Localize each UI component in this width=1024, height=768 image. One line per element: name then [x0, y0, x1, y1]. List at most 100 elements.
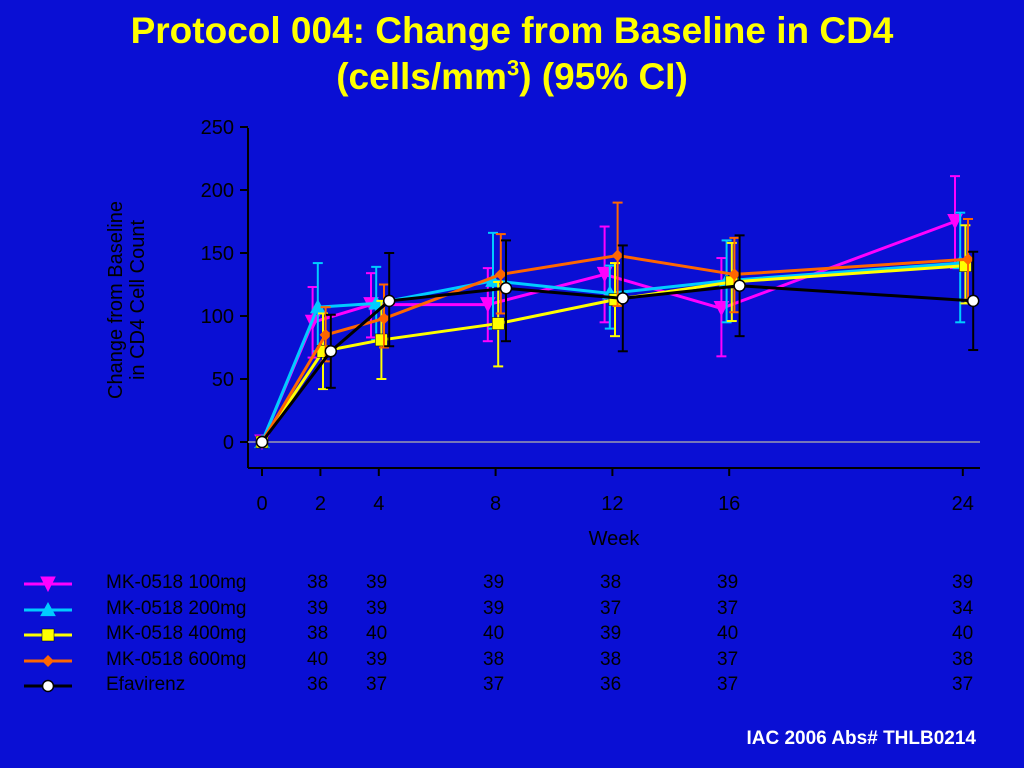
- legend-swatch: [24, 601, 72, 616]
- title-superscript: 3: [506, 55, 520, 81]
- patient-count: 34: [952, 597, 974, 619]
- data-point: [499, 282, 513, 295]
- y-tick-label: 50: [212, 369, 234, 391]
- data-point: [368, 295, 385, 310]
- y-tick-label: 150: [201, 243, 234, 265]
- series-mk-0518-200mg: [254, 211, 969, 449]
- x-tick-label: 4: [373, 493, 384, 515]
- patient-count: 37: [717, 648, 739, 670]
- data-point: [319, 328, 332, 341]
- data-point: [382, 294, 396, 308]
- legend-label: MK-0518 100mg: [106, 572, 247, 593]
- y-tick-label: 200: [201, 180, 234, 202]
- data-point: [616, 292, 630, 305]
- legend-marker: [40, 576, 56, 593]
- x-tick-label: 0: [256, 493, 267, 515]
- patient-count: 39: [717, 572, 739, 593]
- patient-count: 37: [600, 597, 622, 619]
- patient-count: 40: [366, 623, 388, 644]
- patient-count: 40: [307, 648, 329, 670]
- data-point: [324, 345, 338, 358]
- patient-count: 39: [483, 597, 505, 619]
- legend-marker: [41, 628, 55, 642]
- data-point: [255, 435, 269, 449]
- series-efavirenz: [255, 234, 980, 449]
- footer-citation: IAC 2006 Abs# THLB0214: [746, 728, 976, 749]
- legend-swatch: [24, 654, 72, 667]
- legend-swatch: [24, 679, 72, 693]
- count-row: MK-0518 400mg 38 40 40 39 40 40: [0, 623, 1024, 649]
- y-tick-label: 0: [223, 432, 234, 454]
- data-point: [494, 268, 507, 281]
- count-row: MK-0518 600mg 40 39 38 38 37 38: [0, 649, 1024, 675]
- count-row: MK-0518 200mg 39 39 39 37 37 34: [0, 598, 1024, 624]
- patient-count: 36: [307, 674, 329, 695]
- x-tick-label: 16: [718, 493, 740, 515]
- patient-count: 37: [952, 674, 974, 695]
- patient-count: 38: [600, 572, 622, 593]
- patient-count: 39: [366, 648, 388, 670]
- series-mk-0518-600mg: [256, 201, 974, 448]
- title-line-1: Protocol 004: Change from Baseline in CD…: [130, 10, 894, 51]
- patient-count: 38: [483, 648, 505, 670]
- patient-count: 38: [307, 623, 329, 644]
- patient-count: 36: [600, 674, 622, 695]
- data-point: [966, 294, 980, 308]
- data-point: [962, 253, 974, 266]
- x-tick-label: 12: [601, 493, 623, 515]
- patient-count: 39: [952, 572, 974, 593]
- x-tick-label: 24: [952, 493, 974, 515]
- data-point: [596, 266, 613, 283]
- data-point: [479, 297, 496, 313]
- legend-label: Efavirenz: [106, 674, 186, 695]
- patient-count: 39: [366, 597, 388, 619]
- data-point: [947, 214, 963, 230]
- patient-count: 38: [307, 572, 329, 593]
- patient-count: 37: [483, 674, 505, 695]
- data-point: [375, 333, 388, 347]
- y-axis-label-line-2: in CD4 Cell Count: [127, 220, 149, 381]
- legend-label: MK-0518 600mg: [106, 648, 247, 670]
- x-axis-label: Week: [589, 528, 641, 550]
- title-line-2-end: ) (95% CI): [519, 56, 688, 97]
- data-point: [728, 268, 741, 281]
- data-point: [611, 249, 624, 262]
- patient-count: 38: [952, 648, 974, 670]
- title-line-2: (cells/mm3) (95% CI): [0, 54, 1024, 100]
- patient-count: 39: [600, 623, 622, 644]
- legend-swatch: [24, 628, 72, 642]
- patient-count: 40: [952, 623, 974, 644]
- data-point: [491, 317, 505, 330]
- data-point: [733, 279, 746, 293]
- legend-marker: [41, 679, 55, 693]
- series-line: [260, 220, 956, 443]
- legend-marker: [42, 654, 54, 667]
- patient-count: 39: [366, 572, 388, 593]
- x-tick-label: 2: [315, 493, 326, 515]
- patient-count: 37: [366, 674, 388, 695]
- y-tick-label: 100: [201, 306, 234, 328]
- y-axis-label-line-1: Change from Baseline: [105, 201, 127, 399]
- patient-count: 39: [483, 572, 505, 593]
- patient-count: 40: [483, 623, 505, 644]
- count-row: MK-0518 100mg 38 39 39 38 39 39: [0, 572, 1024, 598]
- patient-count: 39: [307, 597, 329, 619]
- patient-count: 37: [717, 597, 739, 619]
- data-point: [713, 300, 730, 317]
- legend-marker: [40, 601, 56, 616]
- patient-count: 38: [600, 648, 622, 670]
- patient-count: 40: [717, 623, 739, 644]
- legend-swatch: [24, 576, 72, 593]
- data-point: [378, 312, 390, 325]
- series-mk-0518-100mg: [254, 175, 963, 451]
- x-tick-label: 8: [490, 493, 501, 515]
- y-tick-label: 250: [201, 117, 234, 139]
- title-line-2-start: (cells/mm: [336, 56, 507, 97]
- legend-label: MK-0518 200mg: [106, 597, 247, 619]
- slide-title: Protocol 004: Change from Baseline in CD…: [0, 8, 1024, 100]
- series-mk-0518-400mg: [255, 224, 972, 449]
- count-row: Efavirenz 36 37 37 36 37 37: [0, 674, 1024, 700]
- y-axis-label: Change from Baselinein CD4 Cell Count: [105, 201, 149, 399]
- patient-count: 37: [717, 674, 739, 695]
